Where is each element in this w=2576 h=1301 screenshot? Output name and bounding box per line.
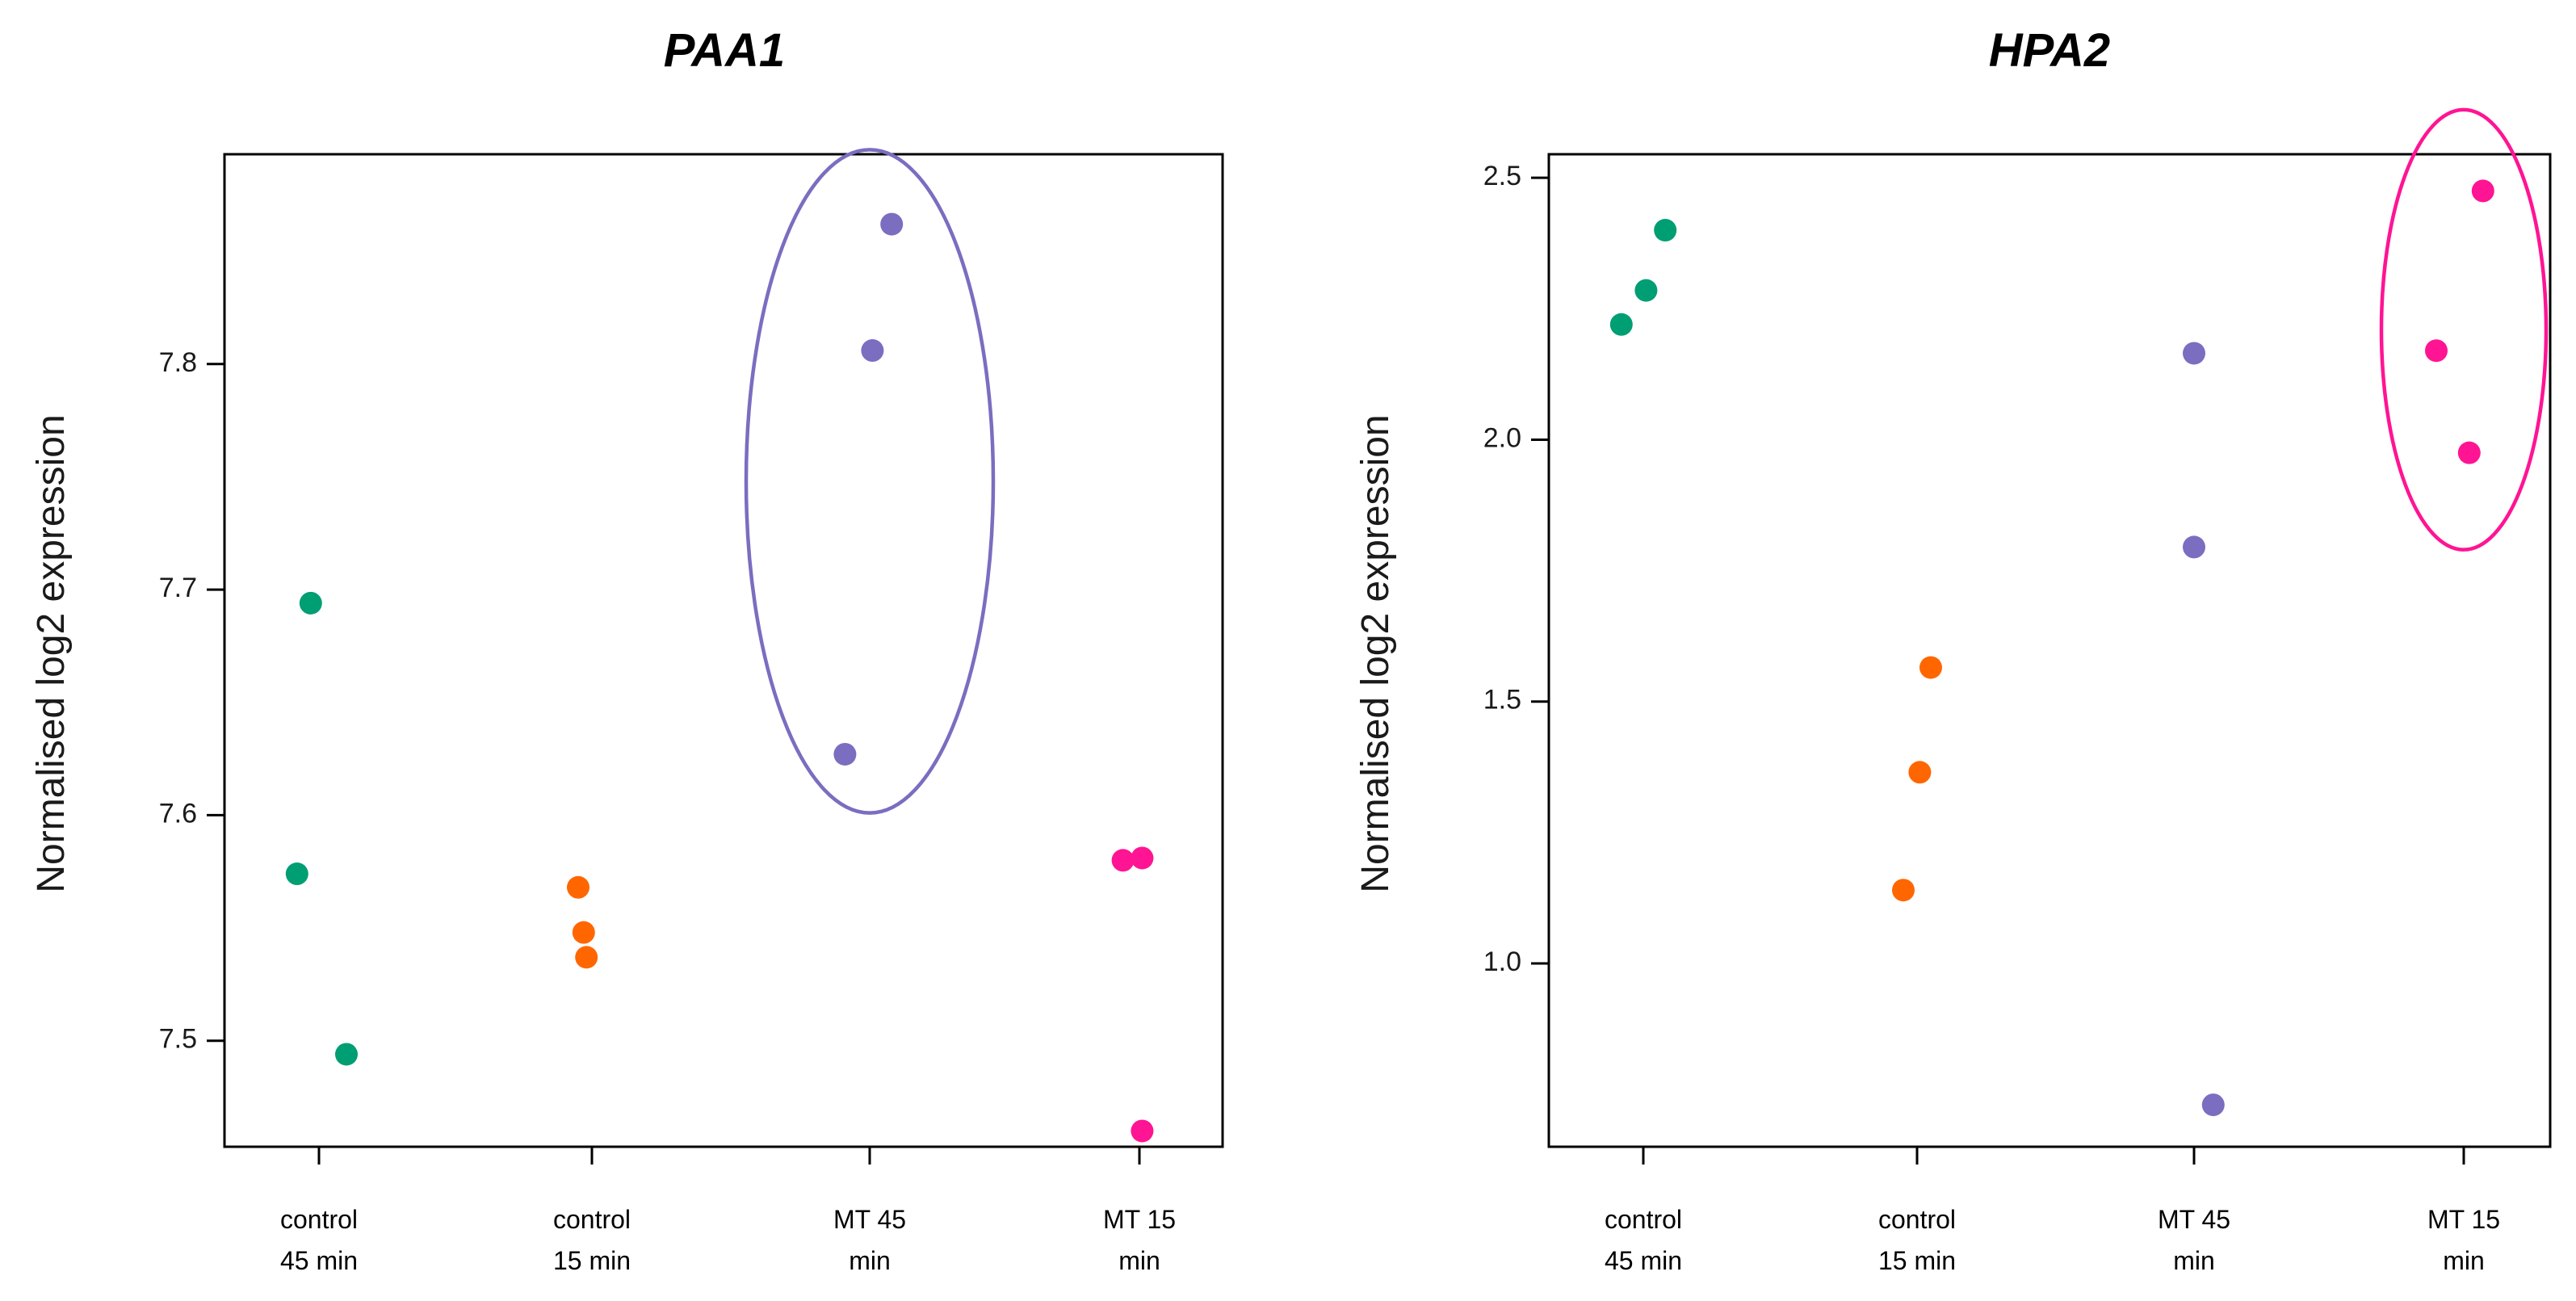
data-point (833, 742, 857, 766)
panel-hpa2: HPA2 Normalised log2 expression 1.0 1.5 2.0 2… (1354, 24, 2552, 1275)
x-tick-label-line2: 15 min (1878, 1246, 1956, 1275)
highlight-ellipse (744, 148, 996, 815)
data-point (880, 212, 904, 236)
data-point (2201, 1093, 2225, 1117)
data-point (1654, 219, 1677, 242)
data-point (2183, 535, 2205, 559)
x-tick-label-line1: control (280, 1205, 358, 1234)
data-point (567, 875, 589, 899)
panel-paa1: PAA1 Normalised log2 expression 7.5 7.6 7.7 7… (30, 24, 1224, 1275)
y-tick-label: 2.5 (1483, 161, 1521, 191)
x-tick-label-line2: min (849, 1246, 891, 1275)
data-point (1634, 279, 1658, 302)
highlight-ellipse (2379, 107, 2549, 552)
x-tick-label-line1: control (1878, 1205, 1956, 1234)
data-point (299, 591, 322, 615)
y-axis-label: Normalised log2 expression (30, 414, 73, 892)
x-tick-label-line2: min (2443, 1246, 2485, 1275)
chart-title: PAA1 (664, 24, 785, 77)
data-point (1908, 761, 1932, 784)
y-tick-label: 7.5 (159, 1024, 197, 1055)
x-tick-label-line2: min (1118, 1246, 1160, 1275)
data-point (1131, 846, 1154, 870)
x-tick-label-line1: MT 45 (2158, 1205, 2230, 1234)
y-tick-label: 1.0 (1483, 946, 1521, 977)
y-tick-label: 7.6 (159, 798, 197, 829)
x-tick-label-line2: 45 min (1605, 1246, 1682, 1275)
x-tick-label-line1: MT 15 (2427, 1205, 2500, 1234)
plot-frame (1547, 153, 2552, 1148)
data-point (1131, 1119, 1154, 1143)
data-point (285, 862, 308, 886)
y-tick-label: 1.5 (1483, 685, 1521, 716)
data-point (2183, 342, 2205, 365)
data-point (335, 1043, 358, 1066)
data-point (861, 339, 884, 363)
data-point (572, 921, 595, 944)
x-tick-label-line1: control (553, 1205, 631, 1234)
data-point (1919, 656, 1942, 679)
data-point (1609, 313, 1633, 336)
y-tick-label: 7.7 (159, 573, 197, 603)
data-point (1111, 849, 1135, 872)
data-point (575, 946, 598, 969)
x-tick-label-line2: 45 min (280, 1246, 358, 1275)
data-point (2471, 179, 2494, 203)
x-tick-label-line2: 15 min (553, 1246, 631, 1275)
x-tick-label-line1: MT 45 (833, 1205, 906, 1234)
data-point (2457, 441, 2481, 464)
x-tick-label-line2: min (2173, 1246, 2215, 1275)
y-tick-label: 2.0 (1483, 422, 1521, 453)
data-point (2425, 339, 2448, 363)
y-axis-label: Normalised log2 expression (1354, 414, 1397, 892)
data-point (1892, 879, 1915, 902)
x-tick-label-line1: MT 15 (1103, 1205, 1176, 1234)
plot-frame (223, 153, 1224, 1148)
x-tick-label-line1: control (1605, 1205, 1682, 1234)
chart-title: HPA2 (1989, 24, 2110, 77)
y-tick-label: 7.8 (159, 347, 197, 378)
